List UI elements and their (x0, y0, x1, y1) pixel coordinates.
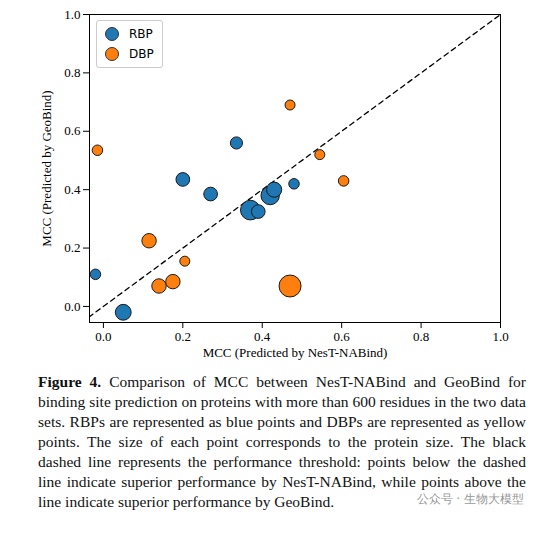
svg-text:0.4: 0.4 (254, 329, 271, 344)
html-text:Figure 4. Comparison of MCC be: Figure 4. Comparison of MCC between NesT… (38, 373, 526, 510)
html-text:RBP: RBP (129, 27, 153, 41)
svg-text:0.0: 0.0 (95, 329, 111, 344)
html-text:公众号 · 生物大模型: 公众号 · 生物大模型 (416, 492, 524, 506)
svg-text:0.2: 0.2 (175, 329, 191, 344)
svg-text:1.0: 1.0 (492, 329, 508, 344)
svg-text:0.8: 0.8 (64, 65, 80, 80)
html-text:DBP: DBP (129, 47, 154, 61)
svg-text:0.2: 0.2 (64, 240, 80, 255)
svg-text:0.6: 0.6 (64, 123, 81, 138)
svg-text:0.8: 0.8 (413, 329, 429, 344)
svg-text:MCC (Predicted by NesT-NABind): MCC (Predicted by NesT-NABind) (203, 345, 388, 360)
svg-text:1.0: 1.0 (64, 7, 80, 22)
svg-text:0.6: 0.6 (334, 329, 351, 344)
svg-text:0.4: 0.4 (64, 182, 81, 197)
svg-text:MCC (Predicted by GeoBind): MCC (Predicted by GeoBind) (39, 90, 54, 246)
svg-text:0.0: 0.0 (64, 299, 80, 314)
